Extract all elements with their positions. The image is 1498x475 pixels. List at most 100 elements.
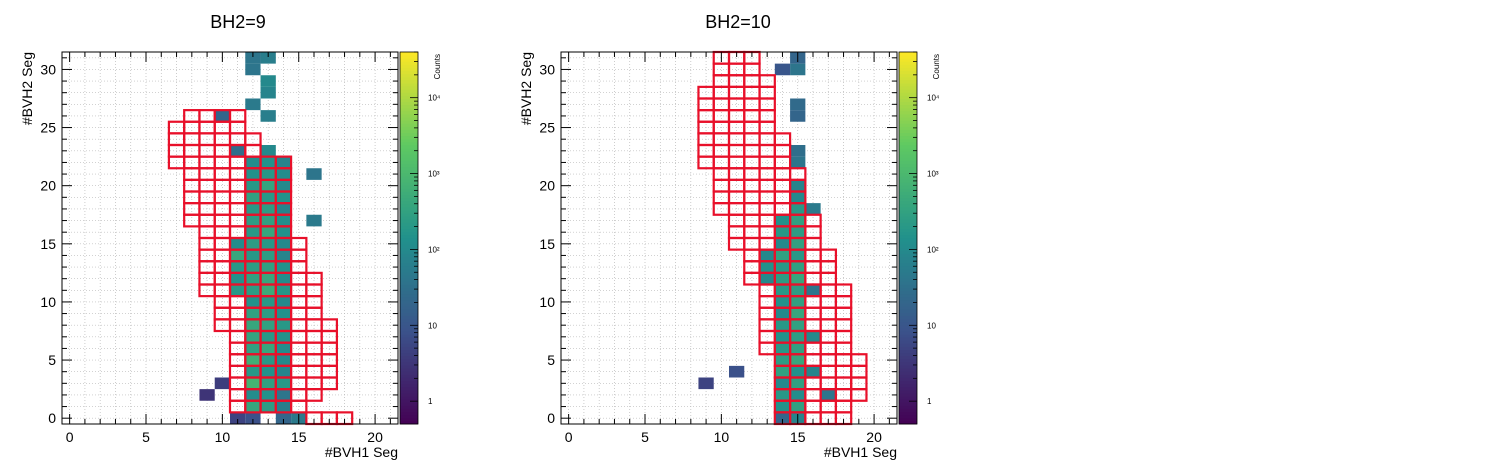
- heatmap-cell: [245, 400, 261, 413]
- heatmap-cell: [275, 389, 292, 401]
- color-bar-step: [899, 179, 917, 183]
- color-bar-step: [899, 95, 917, 99]
- heatmap-cell: [275, 412, 292, 424]
- heatmap-cell: [774, 342, 791, 355]
- heatmap-cell: [260, 296, 276, 308]
- heatmap-cell: [275, 377, 292, 390]
- heatmap-cell: [790, 319, 806, 331]
- color-bar-step: [899, 343, 917, 347]
- y-axis-label: #BVH2 Seg: [19, 52, 35, 125]
- color-bar-step: [899, 231, 917, 236]
- heatmap-cell: [245, 52, 261, 64]
- color-bar-step: [400, 176, 418, 180]
- heatmap-cell: [790, 261, 806, 273]
- heatmap-cell: [199, 389, 215, 401]
- color-bar-step: [400, 216, 418, 220]
- color-bar-step: [899, 228, 917, 233]
- heatmap-cell: [260, 75, 276, 87]
- color-bar-step: [899, 269, 917, 273]
- color-bar-step: [400, 213, 418, 217]
- x-axis-label: #BVH1 Seg: [325, 444, 398, 460]
- cut-cell-outline: [804, 213, 822, 228]
- color-bar-step: [899, 368, 917, 372]
- heatmap-cell: [275, 261, 292, 273]
- color-bar-tick-label: 10⁴: [428, 94, 441, 103]
- heatmap-cell: [230, 412, 246, 424]
- color-bar-step: [400, 265, 418, 270]
- heatmap-cell: [805, 284, 821, 297]
- color-bar-step: [400, 89, 418, 93]
- heatmap-cell: [245, 377, 261, 390]
- heatmap-cell: [790, 307, 806, 320]
- color-bar: [399, 51, 419, 425]
- heatmap-cell: [275, 331, 292, 343]
- color-bar-step: [400, 300, 418, 304]
- color-bar-step: [899, 389, 917, 394]
- color-bar-step: [899, 76, 917, 81]
- color-bar-step: [400, 129, 418, 133]
- heatmap-cell: [790, 191, 806, 204]
- color-bar-step: [899, 135, 917, 140]
- color-bar-step: [899, 414, 917, 419]
- heatmap-cell: [245, 98, 261, 111]
- color-bar-tick-label: 10²: [428, 245, 440, 254]
- y-tick-label: 15: [40, 236, 56, 252]
- color-bar-step: [400, 389, 418, 394]
- color-bar-step: [400, 207, 418, 211]
- color-bar-step: [899, 129, 917, 133]
- color-bar-label: Counts: [932, 54, 941, 79]
- color-bar-step: [899, 234, 917, 239]
- color-bar-step: [899, 306, 917, 310]
- color-bar-step: [899, 86, 917, 90]
- y-axis: [62, 57, 398, 419]
- color-bar-step: [899, 315, 917, 319]
- heatmap-cell: [759, 272, 775, 285]
- color-bar-step: [400, 95, 418, 99]
- color-bar-step: [400, 290, 418, 295]
- color-bar-step: [400, 163, 418, 168]
- heatmap-cell: [260, 261, 276, 273]
- color-bar-step: [899, 101, 917, 106]
- color-bar-step: [899, 377, 917, 381]
- color-bar-step: [899, 160, 917, 164]
- color-bar-step: [899, 132, 917, 137]
- color-bar-step: [899, 225, 917, 230]
- color-bar-step: [899, 371, 917, 375]
- color-bar-step: [400, 120, 418, 124]
- heatmap-cell: [245, 296, 261, 308]
- heatmap-cell: [245, 226, 261, 238]
- color-bar-step: [899, 321, 917, 326]
- color-bar-step: [400, 352, 418, 357]
- color-bar-step: [899, 303, 917, 307]
- heatmap-cell: [759, 261, 775, 273]
- cut-cell-outline: [850, 353, 868, 367]
- color-bar-step: [899, 318, 917, 323]
- color-bar-step: [899, 241, 917, 245]
- heatmap-cell: [790, 156, 806, 169]
- heatmap-cell: [275, 365, 292, 378]
- color-bar-step: [400, 262, 418, 267]
- color-bar-step: [400, 281, 418, 285]
- color-bar-step: [400, 383, 418, 388]
- heatmap-cell: [245, 63, 261, 76]
- color-bar-step: [899, 259, 917, 264]
- heatmap-cell: [245, 307, 261, 320]
- color-bar-tick-label: 10: [927, 321, 936, 330]
- x-tick-label: 10: [215, 429, 231, 445]
- color-bar-step: [400, 107, 418, 112]
- color-bar-step: [400, 269, 418, 273]
- color-bar-step: [400, 157, 418, 161]
- color-bar-step: [400, 200, 418, 205]
- color-bar-step: [899, 120, 917, 124]
- color-bar-step: [899, 83, 917, 87]
- color-bar-step: [400, 114, 418, 118]
- color-bar-step: [899, 141, 917, 146]
- color-bar-step: [400, 191, 418, 195]
- x-tick-label: 20: [866, 429, 882, 445]
- color-bar-step: [400, 346, 418, 350]
- heatmap-cell: [790, 377, 806, 390]
- heatmap-cell: [260, 284, 276, 297]
- color-bar-step: [400, 275, 418, 279]
- color-bar-step: [400, 222, 418, 226]
- color-bar-step: [899, 265, 917, 270]
